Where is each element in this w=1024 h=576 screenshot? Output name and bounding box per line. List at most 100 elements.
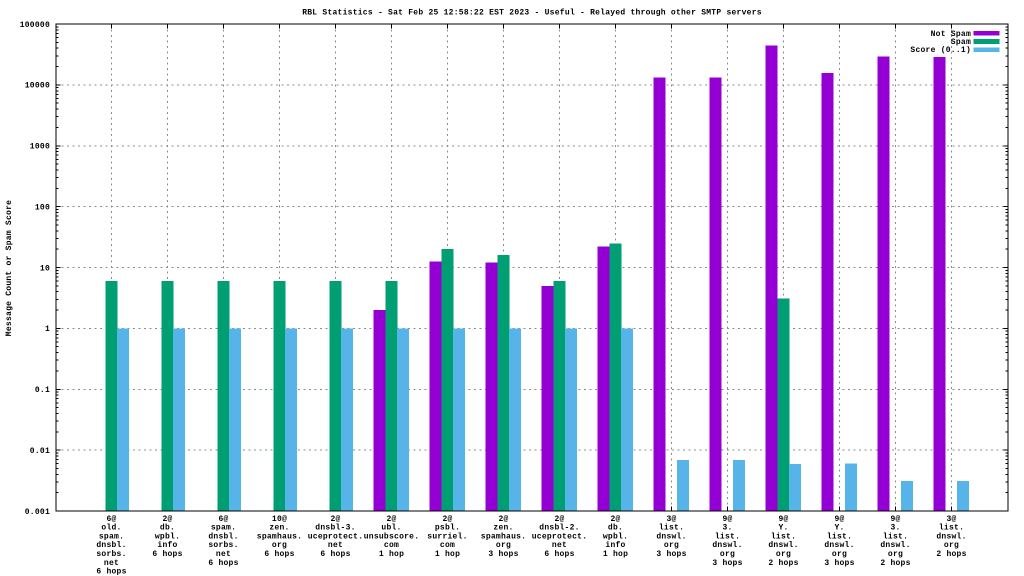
svg-text:uceprotect.: uceprotect. <box>532 532 588 541</box>
svg-text:1 hop: 1 hop <box>379 550 404 559</box>
svg-text:spamhaus.: spamhaus. <box>481 532 526 541</box>
svg-text:zen.: zen. <box>493 524 513 533</box>
svg-text:10@: 10@ <box>272 515 287 524</box>
svg-text:Score (0..1): Score (0..1) <box>910 46 971 55</box>
svg-text:9@: 9@ <box>722 515 732 524</box>
svg-text:old.: old. <box>101 524 121 533</box>
svg-text:com: com <box>384 541 399 550</box>
svg-text:2 hops: 2 hops <box>936 550 966 559</box>
svg-text:psbl.: psbl. <box>435 524 460 533</box>
svg-text:list.: list. <box>715 532 740 541</box>
svg-text:wpbl.: wpbl. <box>155 532 180 541</box>
svg-text:org: org <box>720 550 735 559</box>
svg-text:ubl.: ubl. <box>381 524 401 533</box>
svg-text:org: org <box>664 541 679 550</box>
svg-text:net: net <box>552 541 567 550</box>
svg-text:3 hops: 3 hops <box>824 559 854 568</box>
svg-text:100000: 100000 <box>20 21 50 30</box>
svg-text:dnswl.: dnswl. <box>824 541 854 550</box>
svg-text:dnswl.: dnswl. <box>880 541 910 550</box>
svg-text:Not Spam: Not Spam <box>931 30 971 39</box>
svg-text:10000: 10000 <box>25 82 50 91</box>
svg-text:sorbs.: sorbs. <box>96 550 126 559</box>
svg-text:dnswl.: dnswl. <box>768 541 798 550</box>
svg-text:org: org <box>832 550 847 559</box>
svg-text:2@: 2@ <box>442 515 452 524</box>
svg-text:org: org <box>496 541 511 550</box>
svg-text:org: org <box>944 541 959 550</box>
svg-text:0.1: 0.1 <box>35 386 50 395</box>
svg-text:2@: 2@ <box>386 515 396 524</box>
svg-text:3 hops: 3 hops <box>488 550 518 559</box>
svg-text:db.: db. <box>608 524 623 533</box>
svg-text:6 hops: 6 hops <box>96 568 126 576</box>
svg-text:9@: 9@ <box>834 515 844 524</box>
svg-text:6@: 6@ <box>106 515 116 524</box>
svg-text:3.: 3. <box>890 524 900 533</box>
svg-text:list.: list. <box>659 524 684 533</box>
svg-text:1 hop: 1 hop <box>603 550 628 559</box>
svg-text:Spam: Spam <box>951 38 971 47</box>
svg-text:org: org <box>272 541 287 550</box>
svg-text:surriel.: surriel. <box>427 532 467 541</box>
svg-text:dnsbl.: dnsbl. <box>208 532 238 541</box>
svg-text:3 hops: 3 hops <box>656 550 686 559</box>
svg-text:net: net <box>216 550 231 559</box>
svg-text:1 hop: 1 hop <box>435 550 460 559</box>
svg-text:zen.: zen. <box>269 524 289 533</box>
svg-text:6 hops: 6 hops <box>544 550 574 559</box>
svg-text:1000: 1000 <box>30 143 50 152</box>
svg-text:sorbs.: sorbs. <box>208 541 238 550</box>
svg-text:2@: 2@ <box>554 515 564 524</box>
svg-text:2@: 2@ <box>498 515 508 524</box>
svg-text:6 hops: 6 hops <box>264 550 294 559</box>
svg-text:wpbl.: wpbl. <box>603 532 628 541</box>
svg-text:2@: 2@ <box>330 515 340 524</box>
svg-text:100: 100 <box>35 203 50 212</box>
svg-text:2 hops: 2 hops <box>880 559 910 568</box>
svg-text:list.: list. <box>939 524 964 533</box>
svg-text:uceprotect.: uceprotect. <box>308 532 364 541</box>
svg-text:6 hops: 6 hops <box>152 550 182 559</box>
svg-text:0.001: 0.001 <box>25 508 50 517</box>
svg-text:9@: 9@ <box>778 515 788 524</box>
svg-text:Y.: Y. <box>778 524 788 533</box>
svg-text:spam.: spam. <box>99 532 124 541</box>
svg-text:net: net <box>104 559 119 568</box>
svg-text:info: info <box>157 541 177 550</box>
svg-text:com: com <box>440 541 455 550</box>
svg-text:info: info <box>605 541 625 550</box>
svg-text:6 hops: 6 hops <box>320 550 350 559</box>
svg-text:dnsbl-3.: dnsbl-3. <box>315 524 355 533</box>
svg-text:0.01: 0.01 <box>30 447 50 456</box>
svg-text:2@: 2@ <box>610 515 620 524</box>
svg-text:3 hops: 3 hops <box>712 559 742 568</box>
svg-text:unsubscore.: unsubscore. <box>364 532 420 541</box>
svg-text:2@: 2@ <box>162 515 172 524</box>
svg-text:3.: 3. <box>722 524 732 533</box>
svg-text:10: 10 <box>40 264 50 273</box>
svg-text:RBL Statistics - Sat Feb 25 12: RBL Statistics - Sat Feb 25 12:58:22 EST… <box>302 8 762 17</box>
svg-text:spamhaus.: spamhaus. <box>257 532 302 541</box>
svg-text:1: 1 <box>45 325 50 334</box>
svg-text:dnswl.: dnswl. <box>656 532 686 541</box>
svg-text:org: org <box>776 550 791 559</box>
svg-text:9@: 9@ <box>890 515 900 524</box>
svg-text:list.: list. <box>827 532 852 541</box>
svg-text:3@: 3@ <box>946 515 956 524</box>
svg-text:3@: 3@ <box>666 515 676 524</box>
svg-text:org: org <box>888 550 903 559</box>
svg-text:2 hops: 2 hops <box>768 559 798 568</box>
svg-text:dnswl.: dnswl. <box>712 541 742 550</box>
svg-text:net: net <box>328 541 343 550</box>
svg-text:dnsbl.: dnsbl. <box>96 541 126 550</box>
svg-text:spam.: spam. <box>211 524 236 533</box>
svg-text:dnswl.: dnswl. <box>936 532 966 541</box>
svg-text:db.: db. <box>160 524 175 533</box>
svg-text:Message Count or Spam Score: Message Count or Spam Score <box>5 200 14 336</box>
svg-text:dnsbl-2.: dnsbl-2. <box>539 524 579 533</box>
svg-text:list.: list. <box>771 532 796 541</box>
svg-text:6 hops: 6 hops <box>208 559 238 568</box>
svg-text:list.: list. <box>883 532 908 541</box>
svg-text:Y.: Y. <box>834 524 844 533</box>
